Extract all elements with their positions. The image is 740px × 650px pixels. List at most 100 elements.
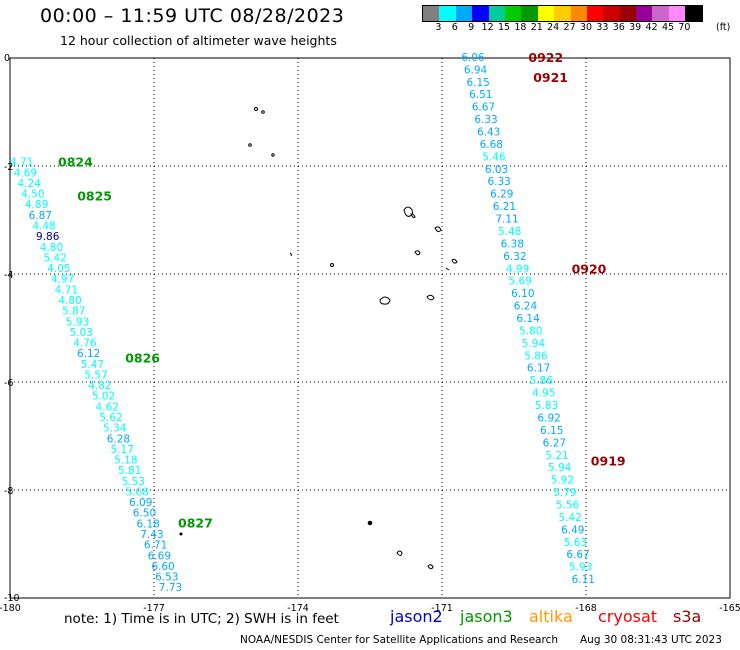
swh-value: 5.48: [498, 226, 521, 238]
swh-value: 5.92: [551, 475, 574, 487]
swh-value: 6.33: [487, 176, 510, 188]
swh-value: 6.03: [485, 164, 508, 176]
swh-value: 5.93: [569, 562, 592, 574]
map-subtitle: 12 hour collection of altimeter wave hei…: [60, 33, 337, 48]
pass-day-label: 0826: [125, 351, 160, 366]
swh-value: 4.80: [40, 242, 63, 254]
swh-value: 4.71: [10, 157, 33, 169]
satellite-jason3: jason3: [460, 607, 513, 626]
legend-label: 6: [451, 22, 458, 33]
y-tick-label: 0: [4, 53, 10, 64]
swh-value: 5.42: [558, 512, 581, 524]
legend-swatch-13: [636, 6, 653, 21]
satellite-altika: altika: [529, 607, 573, 626]
legend-label: 42: [645, 22, 658, 33]
swh-value: 6.10: [511, 288, 534, 300]
swh-value: 6.68: [480, 139, 503, 151]
x-tick-label: -177: [143, 603, 165, 614]
legend-label: 18: [514, 22, 527, 33]
swh-value: 5.47: [81, 359, 104, 371]
legend-swatch-9: [570, 6, 587, 21]
satellite-tracks: 4.714.694.244.504.896.874.489.864.805.42…: [10, 50, 626, 594]
island: [367, 520, 373, 526]
swh-value: 6.49: [561, 524, 584, 536]
swh-value: 4.62: [96, 401, 119, 413]
swh-value: 4.97: [51, 274, 74, 286]
color-legend: [422, 5, 703, 22]
swh-value: 4.24: [17, 178, 41, 190]
swh-value: 6.17: [527, 363, 550, 375]
legend-label: 39: [629, 22, 642, 33]
swh-value: 6.14: [516, 313, 540, 325]
swh-value: 5.69: [509, 276, 532, 288]
swh-value: 5.87: [62, 306, 85, 318]
satellite-cryosat: cryosat: [598, 607, 658, 626]
swh-value: 4.99: [506, 263, 529, 275]
swh-value: 6.18: [136, 518, 159, 530]
swh-value: 4.48: [32, 221, 55, 233]
swh-value: 6.71: [144, 540, 167, 552]
swh-value: 5.93: [66, 316, 89, 328]
legend-swatch-8: [554, 6, 571, 21]
legend-swatch-16: [685, 6, 702, 21]
swh-value: 6.32: [503, 251, 526, 263]
swh-value: 6.92: [537, 412, 560, 424]
swh-value: 6.28: [107, 433, 130, 445]
legend-swatch-5: [504, 6, 522, 21]
x-tick-label: -168: [575, 603, 597, 614]
y-tick-label: -2: [4, 162, 13, 173]
swh-value: 4.69: [14, 167, 37, 179]
pass-day-label: 0922: [528, 50, 563, 65]
swh-value: 7.73: [159, 582, 182, 594]
swh-value: 5.02: [92, 391, 115, 403]
island: [427, 564, 434, 570]
legend-label: 9: [468, 22, 475, 33]
legend-label: 24: [547, 22, 560, 33]
swh-value: 5.94: [522, 338, 546, 350]
swh-value: 6.21: [493, 201, 516, 213]
legend-swatch-12: [619, 6, 637, 21]
island: [426, 294, 435, 301]
swh-value: 4.95: [532, 388, 555, 400]
island: [451, 258, 458, 264]
swh-value: 6.53: [155, 572, 178, 584]
pass-day-label: 0827: [178, 515, 213, 530]
legend-swatch-11: [603, 6, 620, 21]
swh-value: 6.69: [148, 550, 171, 562]
island: [330, 263, 334, 267]
legend-unit: (ft): [716, 22, 731, 33]
island: [379, 296, 391, 305]
island: [289, 252, 292, 257]
y-tick-label: -8: [4, 486, 13, 497]
map-frame: [9, 57, 731, 599]
legend-label: 21: [530, 22, 543, 33]
swh-value: 6.94: [464, 64, 488, 76]
swh-value: 6.38: [501, 238, 524, 250]
swh-value: 5.53: [122, 476, 145, 488]
swh-value: 6.50: [133, 508, 156, 520]
swh-value: 5.46: [482, 151, 506, 163]
pass-day-label: 0824: [58, 155, 93, 170]
swh-value: 6.15: [540, 425, 563, 437]
swh-value: 6.06: [461, 52, 485, 64]
legend-label: 33: [596, 22, 609, 33]
swh-value: 6.60: [151, 561, 174, 573]
satellite-jason2: jason2: [390, 607, 443, 626]
swh-value: 6.67: [472, 102, 495, 114]
x-tick-label: -180: [0, 603, 21, 614]
swh-value: 4.89: [25, 199, 48, 211]
swh-value: 4.82: [88, 380, 111, 392]
pass-day-label: 0919: [591, 453, 626, 468]
swh-value: 5.79: [553, 487, 576, 499]
swh-value: 6.12: [77, 348, 100, 360]
legend-swatch-2: [455, 6, 473, 21]
swh-value: 6.15: [466, 77, 489, 89]
swh-value: 6.29: [490, 189, 513, 201]
island: [271, 153, 275, 157]
swh-value: 5.03: [70, 327, 93, 339]
swh-value: 5.17: [110, 444, 133, 456]
pass-day-label: 0920: [572, 262, 607, 277]
island: [445, 267, 450, 271]
swh-value: 4.80: [58, 295, 81, 307]
swh-value: 4.76: [73, 338, 97, 350]
